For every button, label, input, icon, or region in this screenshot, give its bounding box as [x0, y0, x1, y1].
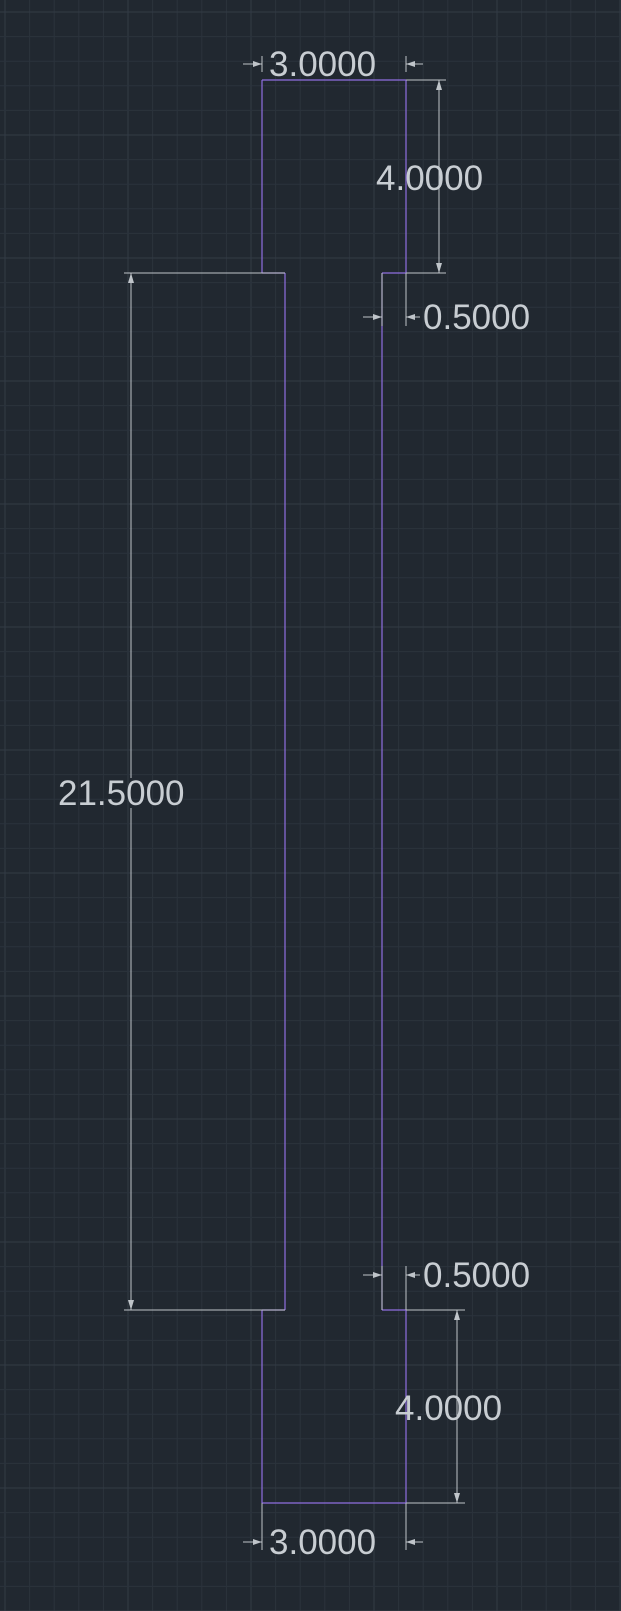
dimension-label[interactable]: 4.0000 — [395, 1389, 502, 1428]
dimension-label[interactable]: 21.5000 — [58, 774, 185, 813]
arrowhead-icon — [373, 314, 382, 320]
arrowhead-icon — [406, 1272, 415, 1278]
dimension-top-step[interactable]: 0.5000 — [363, 273, 530, 337]
arrowhead-icon — [128, 273, 134, 283]
part-outline[interactable] — [261, 79, 407, 1504]
arrowhead-icon — [253, 61, 262, 67]
dimension-label[interactable]: 3.0000 — [269, 1523, 376, 1562]
arrowhead-icon — [128, 1300, 134, 1310]
arrowhead-icon — [436, 80, 442, 90]
dimension-bottom-width[interactable]: 3.0000 — [243, 1503, 423, 1562]
dimension-bottom-height[interactable]: 4.0000 — [395, 1309, 502, 1504]
dimension-top-height[interactable]: 4.0000 — [376, 79, 483, 274]
arrowhead-icon — [406, 314, 415, 320]
dimension-bottom-step[interactable]: 0.5000 — [363, 1256, 530, 1310]
arrowhead-icon — [454, 1310, 460, 1320]
arrowhead-icon — [406, 61, 415, 67]
dimension-top-width[interactable]: 3.0000 — [243, 45, 423, 84]
arrowhead-icon — [436, 263, 442, 273]
dimension-label[interactable]: 3.0000 — [269, 45, 376, 84]
dimension-body-height[interactable]: 21.5000 — [58, 272, 285, 1311]
arrowhead-icon — [373, 1272, 382, 1278]
arrowhead-icon — [253, 1539, 262, 1545]
dimension-label[interactable]: 0.5000 — [423, 298, 530, 337]
arrowhead-icon — [454, 1493, 460, 1503]
arrowhead-icon — [406, 1539, 415, 1545]
dimension-label[interactable]: 0.5000 — [423, 1256, 530, 1295]
dimension-label[interactable]: 4.0000 — [376, 159, 483, 198]
